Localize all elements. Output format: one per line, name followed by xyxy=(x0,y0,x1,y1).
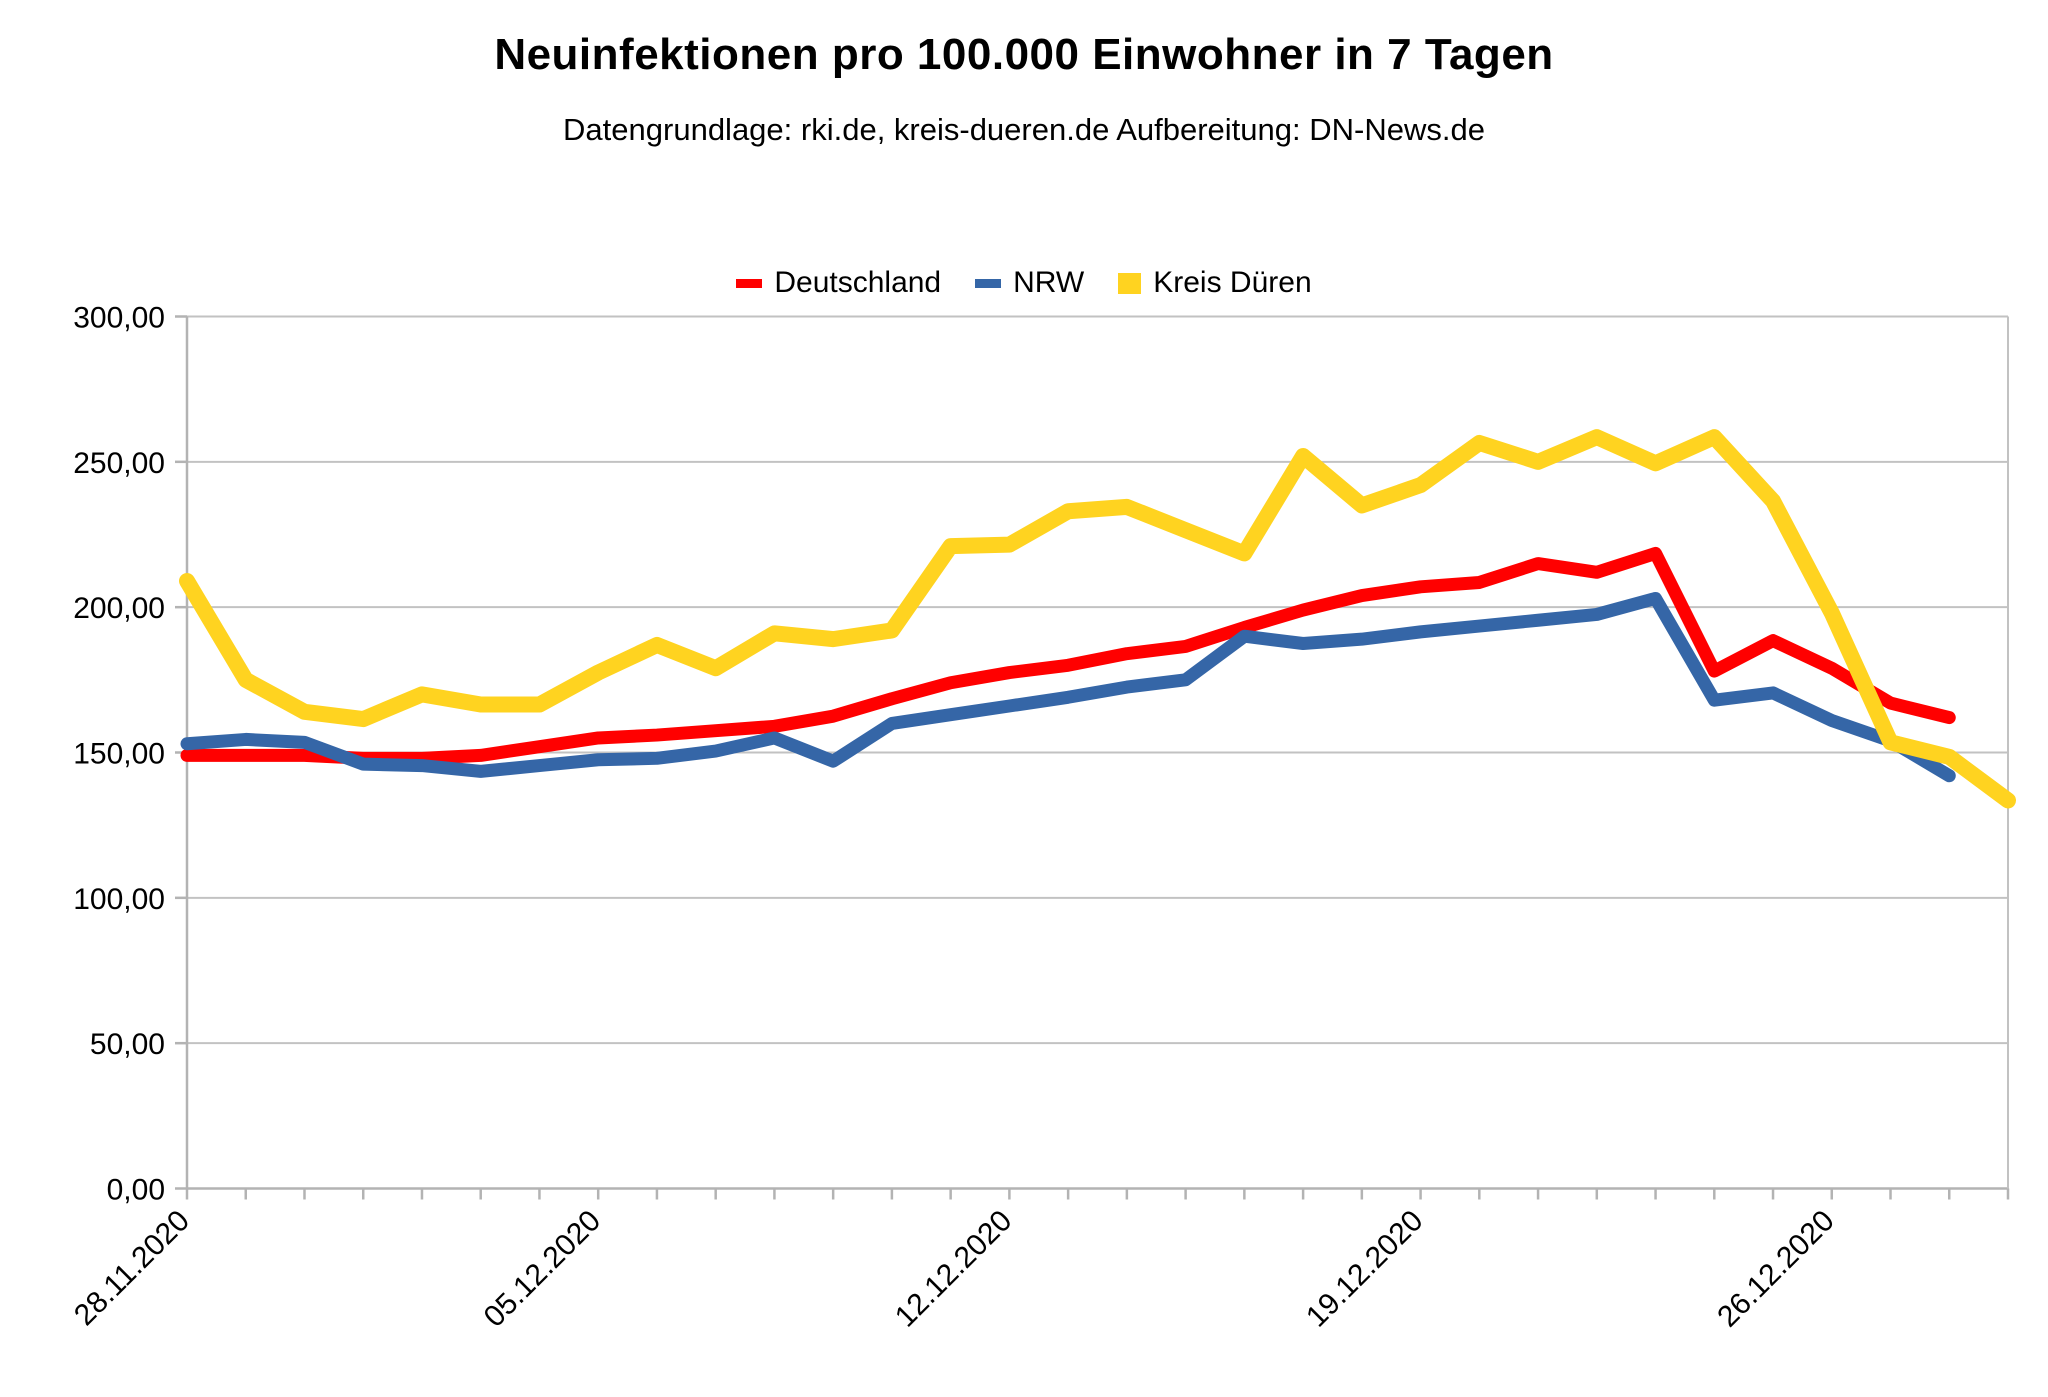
y-axis-label-50: 50,00 xyxy=(90,1028,165,1061)
x-axis-label-12.12.2020: 12.12.2020 xyxy=(889,1204,1019,1334)
x-axis-label-19.12.2020: 19.12.2020 xyxy=(1300,1204,1430,1334)
legend-item-nrw: NRW xyxy=(975,266,1084,300)
y-axis-label-200: 200,00 xyxy=(73,592,165,625)
legend-item-deutschland: Deutschland xyxy=(736,266,941,300)
nrw-line-marker-icon xyxy=(975,278,1002,288)
chart-legend: Deutschland NRW Kreis Düren xyxy=(0,266,2048,300)
series-line-kreis-d-ren xyxy=(179,429,2016,809)
deutschland-line-marker-icon xyxy=(736,278,763,288)
page-title: Neuinfektionen pro 100.000 Einwohner in … xyxy=(494,30,1554,79)
y-axis-label-300: 300,00 xyxy=(73,302,165,335)
y-axis-label-100: 100,00 xyxy=(73,883,165,916)
kreis-dueren-square-marker-icon xyxy=(1118,272,1142,294)
y-axis-label-0: 0,00 xyxy=(107,1174,165,1207)
y-axis-label-250: 250,00 xyxy=(73,447,165,480)
series-line-deutschland xyxy=(180,546,1956,765)
x-axis-label-26.12.2020: 26.12.2020 xyxy=(1711,1204,1841,1334)
page-subtitle: Datengrundlage: rki.de, kreis-dueren.de … xyxy=(563,112,1485,147)
legend-label-kreis-dueren: Kreis Düren xyxy=(1153,266,1312,299)
y-axis-label-150: 150,00 xyxy=(73,738,165,771)
x-axis-label-28.11.2020: 28.11.2020 xyxy=(68,1204,196,1332)
legend-label-deutschland: Deutschland xyxy=(774,266,942,299)
legend-label-nrw: NRW xyxy=(1013,266,1085,299)
series-line-nrw xyxy=(180,591,1956,783)
x-axis-label-05.12.2020: 05.12.2020 xyxy=(478,1204,608,1334)
legend-item-kreis-dueren: Kreis Düren xyxy=(1118,266,1312,300)
